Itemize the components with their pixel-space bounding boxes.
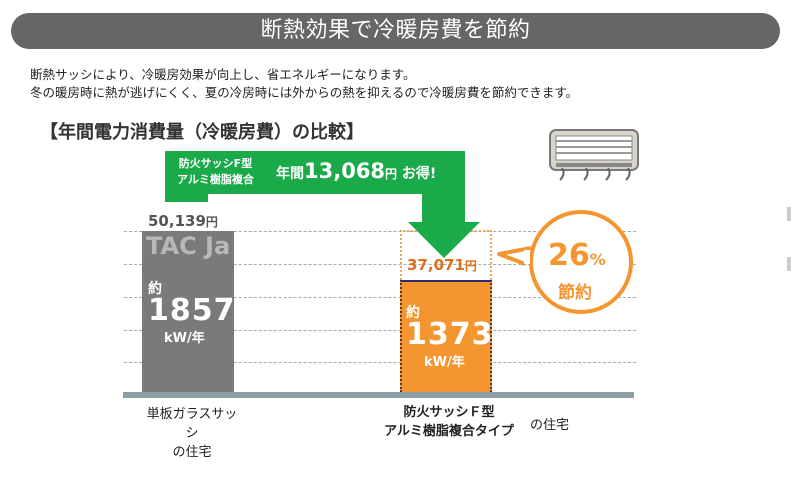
description-line-1: 断熱サッシにより、冷暖房効果が向上し、省エネルギーになります。 (30, 67, 416, 82)
bar-fire-sash (400, 280, 492, 392)
side-edge-mark (787, 257, 791, 271)
arrow-down-icon (408, 222, 480, 258)
grid-line (124, 231, 636, 232)
category-label-fire-sash: 防火サッシＦ型 アルミ樹脂複合タイプ (384, 405, 514, 439)
bar2-approx: 約 (406, 305, 420, 321)
savings-callout (165, 151, 465, 194)
savings-percent: 26% (548, 238, 606, 273)
callout-product: 防火サッシF型 アルミ樹脂複合 (177, 157, 254, 186)
bar2-unit: kW/年 (424, 355, 465, 370)
chart-title: 【年間電力消費量（冷暖房費）の比較】 (40, 122, 364, 143)
grid-line (124, 330, 636, 331)
savings-callout-tab (165, 194, 208, 202)
bar2-value: 1373 (406, 317, 494, 352)
grid-line (124, 264, 636, 265)
bar1-unit: kW/年 (164, 331, 205, 346)
bar1-approx: 約 (148, 281, 162, 297)
callout-savings-amount: 年間13,068円 お得! (276, 159, 437, 183)
x-axis-baseline (123, 392, 634, 398)
speech-bubble-icon (497, 210, 633, 314)
bar2-cost: 37,071円 (407, 256, 477, 274)
savings-label: 節約 (558, 283, 592, 303)
bar-single-glass (142, 231, 234, 392)
savings-arrow-shaft (422, 194, 465, 222)
grid-line (124, 362, 636, 363)
side-edge-mark (787, 207, 791, 221)
bar1-value: 1857 (148, 293, 236, 328)
grid-line (124, 297, 636, 298)
category-label-single-glass: 単板ガラスサッシ の住宅 (146, 407, 238, 460)
watermark: TAC Ja (146, 232, 231, 260)
page-banner-title: 断熱効果で冷暖房費を節約 (11, 13, 780, 49)
bar1-cost: 50,139円 (148, 212, 218, 230)
air-conditioner-icon (549, 129, 639, 181)
category-label-suffix: の住宅 (530, 418, 570, 433)
description-line-2: 冬の暖房時に熱が逃げにくく、夏の冷房時には外からの熱を抑えるので冷暖房費を節約で… (30, 85, 579, 100)
